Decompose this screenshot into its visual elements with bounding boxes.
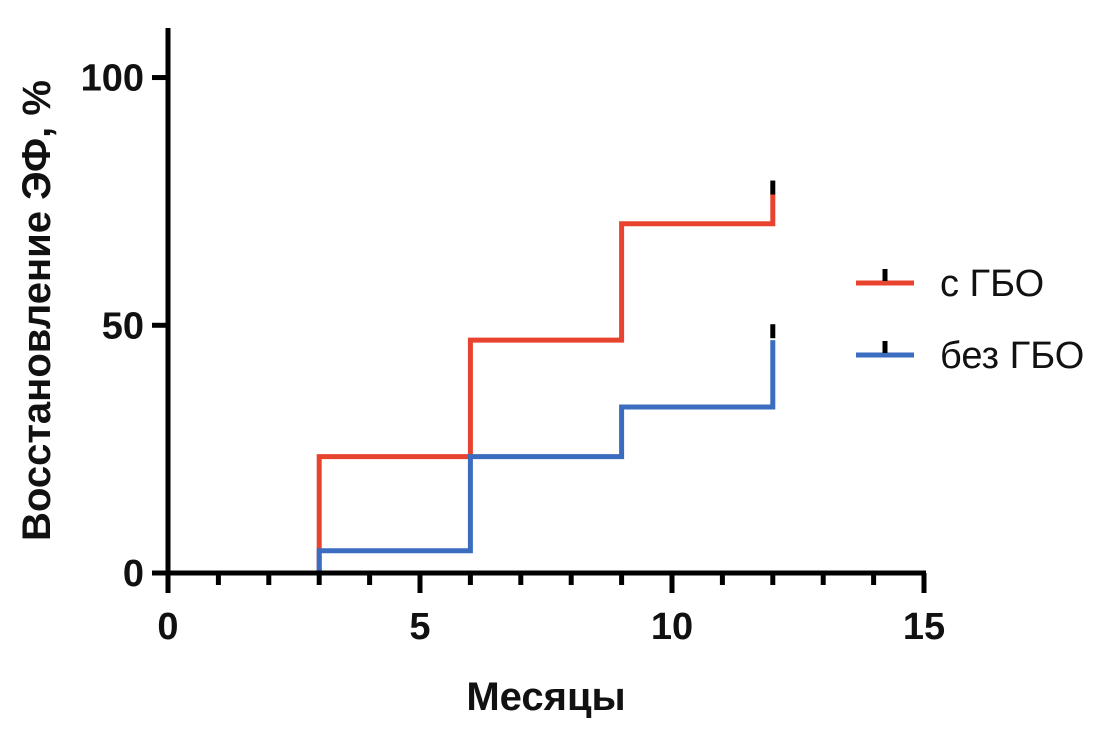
y-tick-label: 0	[123, 553, 144, 595]
x-tick-label: 5	[409, 606, 430, 648]
ticks	[152, 75, 927, 593]
y-tick-label: 50	[102, 305, 144, 347]
legend: с ГБО без ГБО	[856, 263, 1084, 377]
tick-labels: 0 5 10 15 0 50 100	[81, 58, 946, 648]
series-line-1	[168, 193, 776, 576]
legend-item-2: без ГБО	[856, 335, 1084, 377]
plot-area	[168, 180, 776, 576]
axes	[165, 28, 926, 576]
series-line-2	[168, 340, 776, 576]
legend-item-1: с ГБО	[856, 263, 1044, 305]
y-tick-label: 100	[81, 58, 144, 100]
legend-label: с ГБО	[940, 263, 1044, 305]
x-tick-label: 10	[651, 606, 693, 648]
x-tick-label: 0	[157, 606, 178, 648]
legend-label: без ГБО	[940, 335, 1084, 377]
x-tick-label: 15	[903, 606, 945, 648]
x-axis-title: Месяцы	[466, 675, 625, 719]
y-axis-title: Восстановление ЭФ, %	[15, 80, 59, 541]
